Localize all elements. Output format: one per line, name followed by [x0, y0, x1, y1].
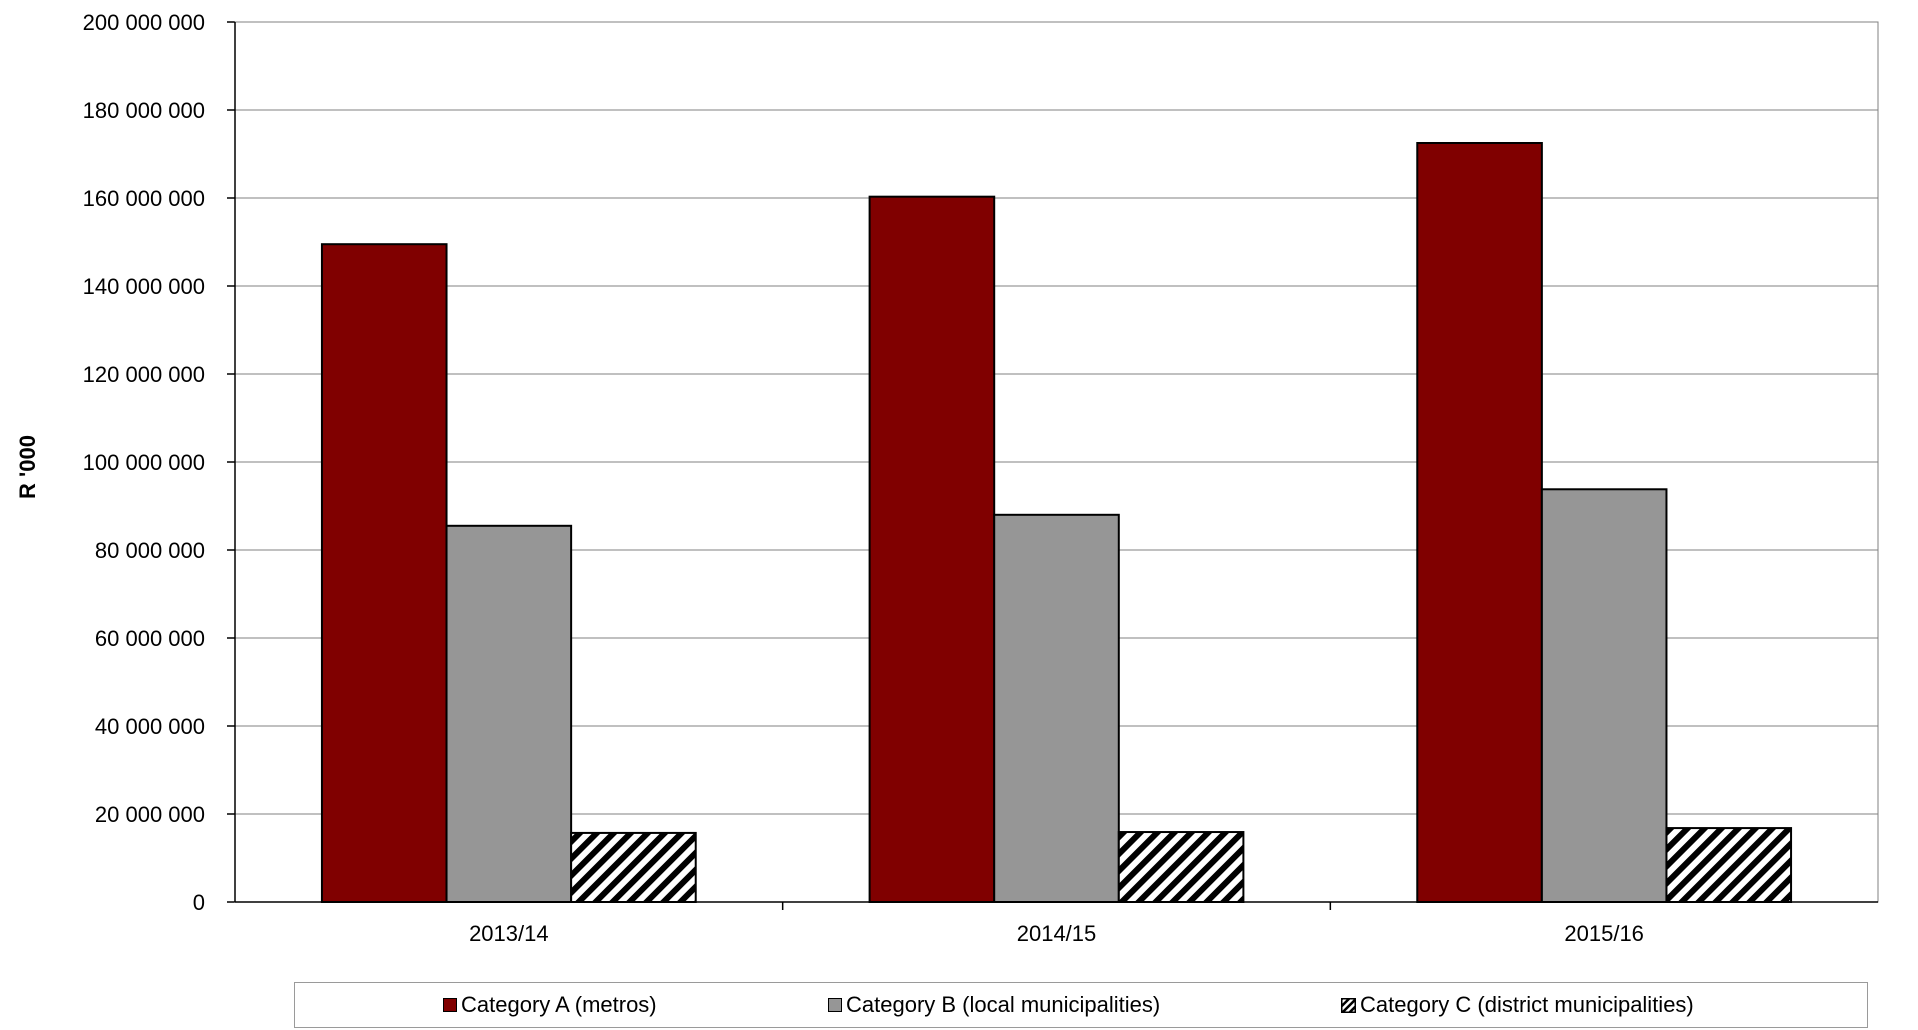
legend-label-category-b: Category B (local municipalities) — [846, 992, 1161, 1017]
bar-category-a — [1416, 142, 1543, 903]
legend-item-category-c: Category C (district municipalities) — [1341, 983, 1694, 1027]
legend-label-category-a: Category A (metros) — [461, 992, 657, 1017]
bar-category-b — [445, 524, 573, 903]
legend-swatch-category-b — [828, 998, 842, 1012]
axes — [227, 21, 1879, 910]
y-axis-label: R '000 — [15, 435, 40, 499]
legend: Category A (metros) Category B (local mu… — [294, 982, 1868, 1028]
legend-swatch-category-a — [443, 998, 457, 1012]
legend-label-category-c: Category C (district municipalities) — [1360, 992, 1694, 1017]
y-tick-label: 140 000 000 — [83, 274, 205, 299]
legend-item-category-a: Category A (metros) — [443, 983, 657, 1027]
bar-category-b — [1540, 488, 1668, 903]
bar-category-c — [1117, 831, 1245, 903]
y-tick-label: 80 000 000 — [95, 538, 205, 563]
y-tick-label: 100 000 000 — [83, 450, 205, 475]
legend-swatch-category-c — [1341, 997, 1356, 1013]
x-tick-label: 2015/16 — [1564, 921, 1644, 946]
bar-category-a — [320, 243, 448, 903]
y-tick-label: 160 000 000 — [83, 186, 205, 211]
y-tick-label: 40 000 000 — [95, 714, 205, 739]
x-tick-labels: 2013/14 2014/15 2015/16 — [469, 921, 1644, 946]
bar-category-a — [868, 195, 996, 903]
y-tick-label: 60 000 000 — [95, 626, 205, 651]
y-tick-label: 120 000 000 — [83, 362, 205, 387]
x-tick-label: 2013/14 — [469, 921, 549, 946]
bars — [320, 142, 1793, 904]
y-tick-label: 200 000 000 — [83, 10, 205, 35]
legend-item-category-b: Category B (local municipalities) — [828, 983, 1160, 1027]
y-tick-label: 20 000 000 — [95, 802, 205, 827]
bar-category-c — [570, 831, 697, 903]
bar-category-c — [1665, 827, 1793, 904]
y-tick-label: 0 — [193, 890, 205, 915]
x-tick-label: 2014/15 — [1017, 921, 1097, 946]
y-tick-labels: 0 20 000 000 40 000 000 60 000 000 80 000 00… — [83, 10, 205, 915]
bar-category-b — [993, 513, 1120, 903]
y-tick-label: 180 000 000 — [83, 98, 205, 123]
